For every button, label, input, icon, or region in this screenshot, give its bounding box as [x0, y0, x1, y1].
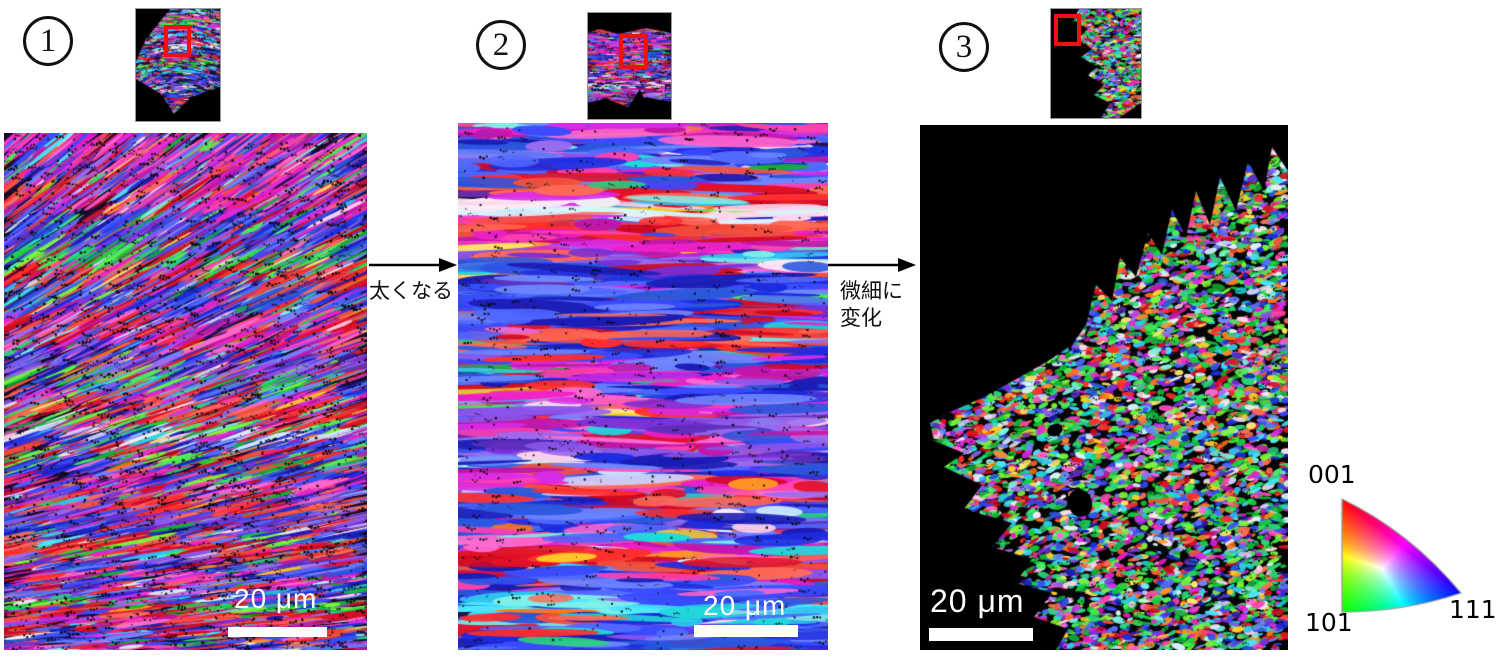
transition-label-2-line2: 変化: [840, 307, 882, 330]
ebsd-map-2: 20 μm: [458, 123, 828, 650]
roi-box-3: [1054, 14, 1081, 46]
step-badge-3: 3: [939, 22, 989, 72]
scale-bar-label-2: 20 μm: [703, 590, 787, 621]
thumbnail-overview-3: [1050, 8, 1142, 119]
ebsd-map-image-1: [4, 133, 367, 650]
ebsd-map-image-2: [458, 123, 828, 650]
step-badge-1: 1: [23, 16, 73, 66]
scale-bar-label-1: 20 μm: [234, 583, 318, 614]
thumbnail-overview-2: [587, 12, 672, 120]
step-number-3: 3: [955, 28, 973, 65]
step-badge-2: 2: [476, 20, 526, 70]
transition-1: 太くなる: [369, 256, 457, 316]
roi-box-1: [164, 25, 191, 57]
thumbnail-overview-1: [135, 8, 221, 122]
transition-label-1: 太くなる: [369, 280, 453, 303]
ipf-label-101: 101: [1305, 608, 1353, 637]
thumbnail-image-3: [1051, 9, 1141, 118]
roi-box-2: [619, 34, 648, 69]
ebsd-map-image-3: [920, 125, 1288, 650]
scale-bar-2: [694, 625, 798, 637]
transition-2: 微細に 変化: [828, 256, 918, 346]
ipf-color-key: 001 101 111: [1295, 450, 1500, 650]
ebsd-map-3: 20 μm: [920, 125, 1288, 650]
scale-bar-1: [228, 627, 327, 637]
ebsd-map-1: 20 μm: [4, 133, 367, 650]
step-number-1: 1: [39, 22, 57, 59]
ipf-label-111: 111: [1449, 595, 1497, 624]
scale-bar-label-3: 20 μm: [930, 583, 1025, 619]
transition-label-2-line1: 微細に: [840, 280, 903, 303]
arrow-right-icon: [369, 258, 457, 272]
step-number-2: 2: [492, 26, 510, 63]
arrow-right-icon: [828, 258, 916, 272]
scale-bar-3: [929, 628, 1033, 641]
ipf-triangle: [1330, 486, 1475, 626]
ipf-label-001: 001: [1308, 460, 1356, 489]
